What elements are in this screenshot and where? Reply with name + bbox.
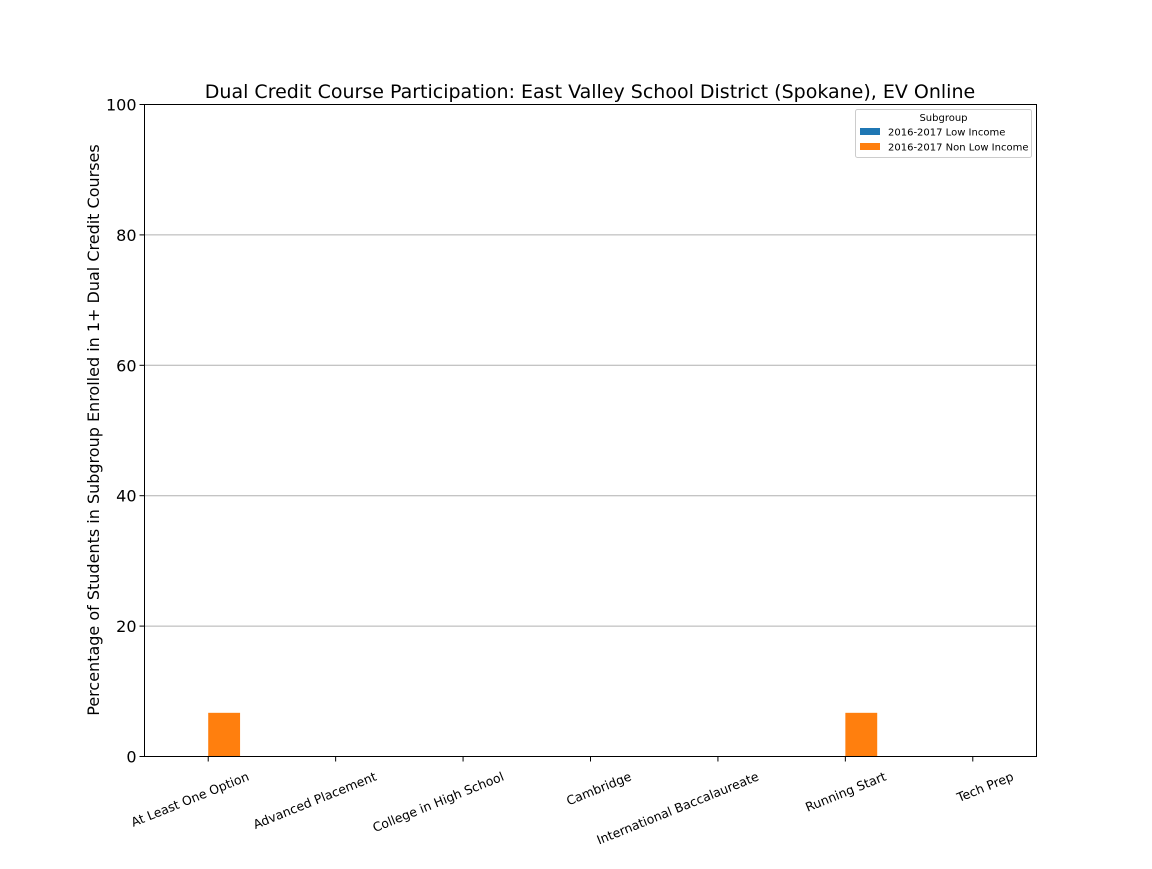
x-axis-ticks: At Least One Option Advanced PlacementCol… <box>129 756 1016 847</box>
y-axis-ticks: 0 20 40 60 80 100 <box>106 96 145 767</box>
bar-non-low-income <box>845 712 878 757</box>
y-tick-label: 20 <box>116 617 136 636</box>
grid-lines <box>144 234 1037 627</box>
y-tick-label: 0 <box>126 748 136 767</box>
x-tick-label: Running Start <box>803 769 888 815</box>
bars <box>208 712 878 757</box>
y-axis-label: Percentage of Students in Subgroup Enrol… <box>84 144 103 715</box>
chart-title: Dual Credit Course Participation: East V… <box>205 81 975 103</box>
legend-swatch-low-income <box>860 128 880 135</box>
y-tick-label: 40 <box>116 487 136 506</box>
x-tick-label: Advanced Placement <box>251 769 379 832</box>
plot-area-frame <box>144 104 1037 757</box>
bar-non-low-income <box>208 712 241 757</box>
y-tick-label: 60 <box>116 356 136 375</box>
y-tick-label: 80 <box>116 226 136 245</box>
y-tick-label: 100 <box>106 96 137 115</box>
x-tick-label: College in High School <box>370 769 506 835</box>
legend-label-non-low-income: 2016-2017 Non Low Income <box>888 143 1028 154</box>
legend-title: Subgroup <box>919 113 967 124</box>
x-tick-label: At Least One Option <box>129 769 251 830</box>
x-tick-label: Cambridge <box>564 769 634 809</box>
legend-box <box>855 109 1032 158</box>
legend: Subgroup 2016-2017 Low Income 2016-2017 … <box>855 109 1032 158</box>
legend-swatch-non-low-income <box>860 143 880 150</box>
x-tick-label: Tech Prep <box>954 769 1016 806</box>
legend-label-low-income: 2016-2017 Low Income <box>888 128 1005 139</box>
